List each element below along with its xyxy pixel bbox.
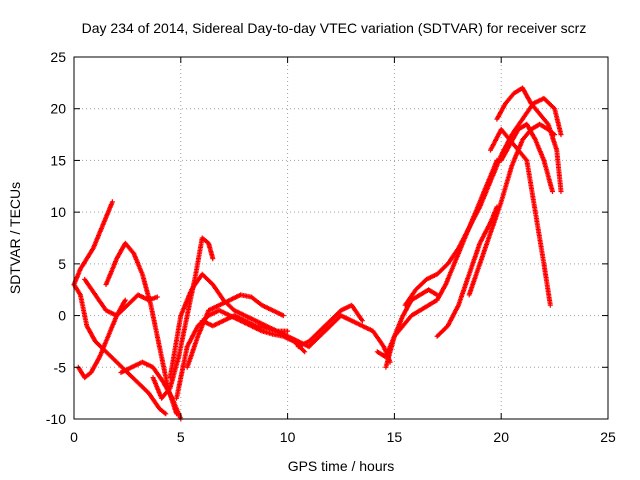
- y-tick-label: 25: [50, 49, 66, 65]
- series-markers: [306, 313, 393, 365]
- series-markers: [498, 121, 555, 194]
- plot-frame: [73, 56, 609, 420]
- y-tick-label: -5: [54, 359, 67, 375]
- series-arc-12: [295, 302, 365, 350]
- y-tick-label: 0: [58, 308, 66, 324]
- x-tick-label: 20: [493, 429, 509, 445]
- series-arc-13: [306, 313, 393, 365]
- data-series: [71, 85, 564, 422]
- series-arc-18: [466, 121, 558, 298]
- series-arc-17: [434, 204, 500, 339]
- x-tick-label: 15: [387, 429, 403, 445]
- grid: [74, 57, 608, 419]
- series-arc-2: [71, 282, 169, 417]
- series-arc-11: [199, 313, 291, 334]
- series-markers: [199, 313, 291, 334]
- x-tick-label: 10: [280, 429, 296, 445]
- y-axis-label: SDTVAR / TECUs: [7, 182, 23, 294]
- series-markers: [494, 85, 564, 194]
- series-markers: [466, 121, 558, 298]
- x-axis-ticks: 0 5 10 15 20 25: [70, 57, 616, 445]
- y-tick-label: 15: [50, 152, 66, 168]
- y-axis-ticks: -10 -5 0 5 10 15 20 25: [46, 49, 608, 427]
- x-tick-label: 5: [177, 429, 185, 445]
- series-markers: [71, 282, 169, 417]
- y-tick-label: 20: [50, 101, 66, 117]
- y-tick-label: 5: [58, 256, 66, 272]
- x-tick-label: 25: [600, 429, 616, 445]
- chart-title: Day 234 of 2014, Sidereal Day-to-day VTE…: [82, 20, 587, 36]
- series-markers: [295, 302, 365, 350]
- series-arc-19: [488, 126, 553, 308]
- series-arc-20: [494, 85, 564, 194]
- series-markers: [402, 95, 564, 308]
- y-tick-label: -10: [46, 411, 66, 427]
- series-markers: [434, 204, 500, 339]
- x-axis-label: GPS time / hours: [288, 458, 395, 474]
- series-arc-16: [402, 95, 564, 308]
- series-arc-21: [498, 121, 555, 194]
- y-tick-label: 10: [50, 204, 66, 220]
- x-tick-label: 0: [70, 429, 78, 445]
